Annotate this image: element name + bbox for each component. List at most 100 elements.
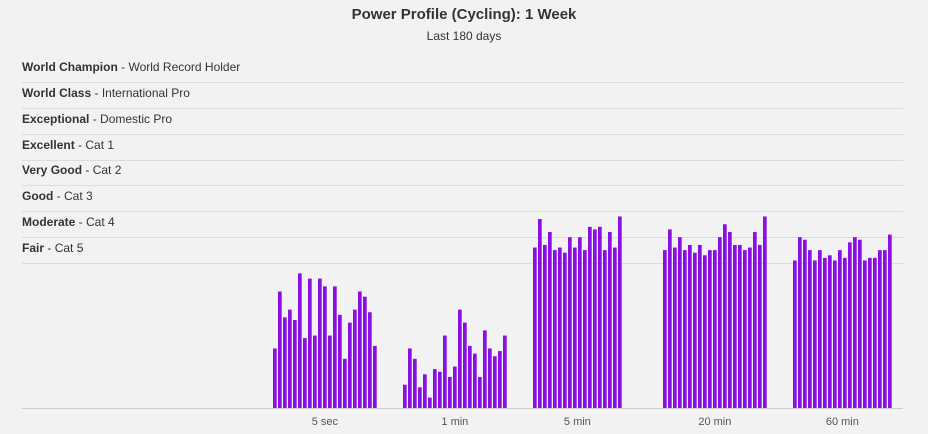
- bar[interactable]: [603, 250, 607, 408]
- bar[interactable]: [553, 250, 557, 408]
- bar[interactable]: [853, 237, 857, 408]
- bar[interactable]: [858, 239, 862, 408]
- bar[interactable]: [338, 314, 342, 408]
- bar[interactable]: [563, 252, 567, 408]
- bar[interactable]: [693, 252, 697, 408]
- bar[interactable]: [408, 348, 412, 408]
- bar[interactable]: [298, 273, 302, 408]
- bar[interactable]: [488, 348, 492, 408]
- bar[interactable]: [593, 229, 597, 408]
- bar[interactable]: [573, 247, 577, 408]
- bar[interactable]: [448, 376, 452, 408]
- bar[interactable]: [533, 247, 537, 408]
- bar[interactable]: [743, 250, 747, 408]
- bar[interactable]: [748, 247, 752, 408]
- bar[interactable]: [588, 226, 592, 408]
- bar[interactable]: [498, 351, 502, 408]
- bar[interactable]: [503, 335, 507, 408]
- bar[interactable]: [428, 397, 432, 408]
- bar[interactable]: [708, 250, 712, 408]
- bar[interactable]: [878, 250, 882, 408]
- bar[interactable]: [373, 345, 377, 408]
- bar[interactable]: [458, 309, 462, 408]
- bar[interactable]: [493, 356, 497, 408]
- bar[interactable]: [793, 260, 797, 408]
- bar[interactable]: [293, 320, 297, 408]
- bar[interactable]: [753, 232, 757, 408]
- bar[interactable]: [823, 257, 827, 408]
- bar[interactable]: [838, 250, 842, 408]
- bar[interactable]: [828, 255, 832, 408]
- bar[interactable]: [713, 250, 717, 408]
- bar[interactable]: [318, 278, 322, 408]
- bar[interactable]: [688, 244, 692, 408]
- bar[interactable]: [353, 309, 357, 408]
- bar[interactable]: [723, 224, 727, 408]
- bar[interactable]: [808, 250, 812, 408]
- bar[interactable]: [438, 371, 442, 408]
- bar[interactable]: [403, 384, 407, 408]
- bar[interactable]: [468, 345, 472, 408]
- bar[interactable]: [363, 296, 367, 408]
- bar[interactable]: [478, 376, 482, 408]
- bar[interactable]: [813, 260, 817, 408]
- bar[interactable]: [698, 244, 702, 408]
- bar[interactable]: [473, 353, 477, 408]
- bar[interactable]: [463, 322, 467, 408]
- bar[interactable]: [598, 226, 602, 408]
- bar[interactable]: [718, 237, 722, 408]
- bar[interactable]: [843, 257, 847, 408]
- bar[interactable]: [278, 291, 282, 408]
- bar[interactable]: [348, 322, 352, 408]
- bar[interactable]: [288, 309, 292, 408]
- bar[interactable]: [888, 234, 892, 408]
- bar[interactable]: [863, 260, 867, 408]
- bar[interactable]: [578, 237, 582, 408]
- bar[interactable]: [273, 348, 277, 408]
- bar[interactable]: [333, 286, 337, 408]
- bar[interactable]: [358, 291, 362, 408]
- bar[interactable]: [433, 369, 437, 408]
- bar[interactable]: [883, 250, 887, 408]
- bar[interactable]: [443, 335, 447, 408]
- bar[interactable]: [733, 244, 737, 408]
- bar[interactable]: [313, 335, 317, 408]
- bar[interactable]: [423, 374, 427, 408]
- bar[interactable]: [613, 247, 617, 408]
- bar[interactable]: [308, 278, 312, 408]
- bar[interactable]: [583, 250, 587, 408]
- bar[interactable]: [618, 216, 622, 408]
- bar[interactable]: [803, 239, 807, 408]
- bar[interactable]: [413, 358, 417, 408]
- bar[interactable]: [873, 257, 877, 408]
- bar[interactable]: [703, 255, 707, 408]
- bar[interactable]: [543, 244, 547, 408]
- bar[interactable]: [328, 335, 332, 408]
- bar[interactable]: [673, 247, 677, 408]
- bar[interactable]: [763, 216, 767, 408]
- bar[interactable]: [668, 229, 672, 408]
- bar[interactable]: [453, 366, 457, 408]
- bar[interactable]: [683, 250, 687, 408]
- bar[interactable]: [798, 237, 802, 408]
- bar[interactable]: [368, 312, 372, 408]
- bar[interactable]: [418, 387, 422, 408]
- bar[interactable]: [868, 257, 872, 408]
- bar[interactable]: [548, 232, 552, 408]
- bar[interactable]: [818, 250, 822, 408]
- bar[interactable]: [728, 232, 732, 408]
- bar[interactable]: [678, 237, 682, 408]
- bar[interactable]: [568, 237, 572, 408]
- bar[interactable]: [538, 219, 542, 408]
- bar[interactable]: [343, 358, 347, 408]
- bar[interactable]: [608, 232, 612, 408]
- bar[interactable]: [663, 250, 667, 408]
- bar[interactable]: [323, 286, 327, 408]
- bar[interactable]: [833, 260, 837, 408]
- bar[interactable]: [303, 338, 307, 408]
- bar[interactable]: [758, 244, 762, 408]
- bar[interactable]: [483, 330, 487, 408]
- bar[interactable]: [738, 244, 742, 408]
- bar[interactable]: [558, 247, 562, 408]
- bar[interactable]: [283, 317, 287, 408]
